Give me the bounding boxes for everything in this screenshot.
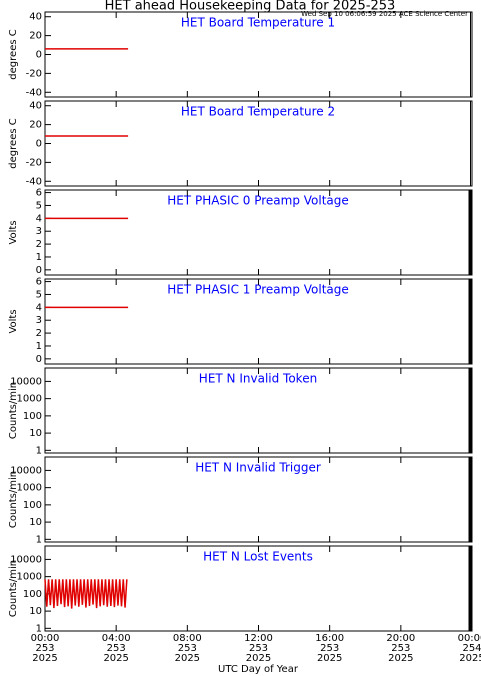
panel-title: HET Board Temperature 1 (181, 16, 335, 30)
x-tick-label: 20:00 (386, 633, 415, 644)
x-tick-label: 04:00 (102, 633, 131, 644)
x-tick-day: 253 (320, 643, 339, 654)
y-tick-label: 5 (36, 200, 42, 211)
y-tick-label: 6 (36, 277, 42, 288)
data-line (44, 579, 128, 609)
y-tick-label: 10000 (10, 376, 42, 387)
y-tick-label: -20 (26, 157, 42, 168)
y-tick-label: 0 (36, 139, 42, 150)
y-tick-label: 10 (29, 517, 42, 528)
panel-title: HET N Invalid Token (199, 372, 317, 386)
y-axis-label: Counts/min (8, 471, 19, 528)
x-tick-year: 2025 (459, 653, 481, 664)
y-axis-label: degrees C (8, 29, 19, 79)
x-tick-year: 2025 (317, 653, 342, 664)
y-tick-label: 1 (36, 534, 42, 545)
y-axis-label: Counts/min (8, 560, 19, 617)
y-tick-label: 3 (36, 315, 42, 326)
y-tick-label: 1 (36, 445, 42, 456)
y-tick-label: 2 (36, 239, 42, 250)
y-tick-label: 10 (29, 428, 42, 439)
x-axis-label: UTC Day of Year (218, 664, 299, 675)
x-tick-label: 08:00 (173, 633, 202, 644)
y-axis-label: degrees C (8, 118, 19, 168)
x-tick-year: 2025 (388, 653, 413, 664)
y-tick-label: 0 (36, 50, 42, 61)
panel-title: HET Board Temperature 2 (181, 105, 335, 119)
y-axis-label: Counts/min (8, 382, 19, 439)
x-tick-day: 253 (107, 643, 126, 654)
chart-subtitle: Wed Sep 10 06:06:59 2025 ACE Science Cen… (301, 10, 468, 18)
x-tick-label: 00:00 (31, 633, 60, 644)
x-tick-day: 254 (462, 643, 481, 654)
y-tick-label: 1000 (17, 394, 42, 405)
y-tick-label: 4 (36, 213, 42, 224)
y-tick-label: 100 (23, 411, 42, 422)
x-tick-label: 12:00 (244, 633, 273, 644)
y-tick-label: 10000 (10, 465, 42, 476)
y-tick-label: 10 (29, 606, 42, 617)
panel-title: HET PHASIC 0 Preamp Voltage (167, 194, 349, 208)
y-tick-label: 100 (23, 500, 42, 511)
y-tick-label: 3 (36, 226, 42, 237)
y-tick-label: 20 (29, 120, 42, 131)
y-tick-label: 40 (29, 101, 42, 112)
y-axis-label: Volts (8, 220, 19, 244)
y-tick-label: 40 (29, 12, 42, 23)
y-tick-label: 1 (36, 623, 42, 634)
y-tick-label: 1000 (17, 483, 42, 494)
x-tick-label: 00:00 (458, 633, 481, 644)
y-tick-label: 5 (36, 289, 42, 300)
y-tick-label: 2 (36, 328, 42, 339)
y-tick-label: 6 (36, 188, 42, 199)
y-tick-label: -20 (26, 68, 42, 79)
y-tick-label: 4 (36, 302, 42, 313)
x-tick-day: 253 (35, 643, 54, 654)
y-tick-label: -40 (26, 176, 42, 187)
x-tick-year: 2025 (103, 653, 128, 664)
y-tick-label: 10000 (10, 554, 42, 565)
y-tick-label: 20 (29, 31, 42, 42)
x-tick-year: 2025 (32, 653, 57, 664)
x-tick-year: 2025 (246, 653, 271, 664)
x-tick-day: 253 (391, 643, 410, 654)
y-axis-label: Volts (8, 309, 19, 333)
panel-title: HET N Lost Events (203, 550, 313, 564)
y-tick-label: 100 (23, 589, 42, 600)
y-tick-label: 1 (36, 252, 42, 263)
chart-title: HET ahead Housekeeping Data for 2025-253 (105, 0, 396, 14)
y-tick-label: 0 (36, 354, 42, 365)
y-tick-label: 1 (36, 341, 42, 352)
panel-title: HET N Invalid Trigger (195, 461, 321, 475)
y-tick-label: 1000 (17, 572, 42, 583)
panel-title: HET PHASIC 1 Preamp Voltage (167, 283, 349, 297)
y-tick-label: 0 (36, 265, 42, 276)
y-tick-label: -40 (26, 87, 42, 98)
x-tick-year: 2025 (175, 653, 200, 664)
x-tick-day: 253 (178, 643, 197, 654)
x-tick-label: 16:00 (315, 633, 344, 644)
x-tick-day: 253 (249, 643, 268, 654)
